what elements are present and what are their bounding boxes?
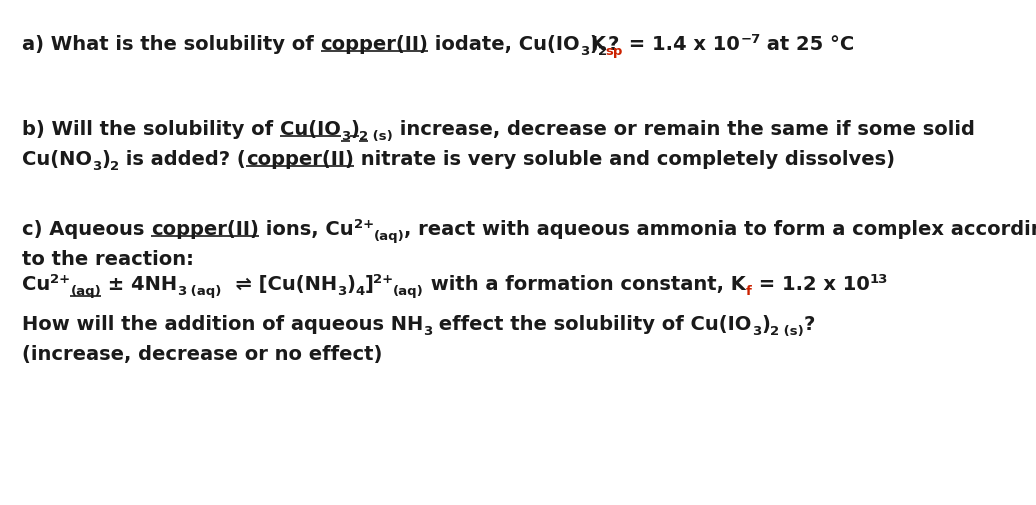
Text: a) What is the solubility of: a) What is the solubility of — [22, 35, 320, 54]
Text: effect the solubility of Cu(IO: effect the solubility of Cu(IO — [432, 315, 752, 333]
Text: (aq): (aq) — [394, 284, 424, 297]
Text: f: f — [746, 284, 752, 297]
Text: 3: 3 — [752, 324, 761, 337]
Text: to the reaction:: to the reaction: — [22, 249, 194, 269]
Text: 2: 2 — [770, 324, 779, 337]
Text: ?: ? — [804, 315, 815, 333]
Text: 3: 3 — [92, 160, 102, 173]
Text: Cu: Cu — [22, 274, 51, 293]
Text: (s): (s) — [779, 324, 804, 337]
Text: 2+: 2+ — [353, 218, 374, 231]
Text: 13: 13 — [869, 273, 888, 285]
Text: 2: 2 — [358, 130, 368, 143]
Text: b) Will the solubility of: b) Will the solubility of — [22, 120, 280, 139]
Text: (s): (s) — [368, 130, 393, 143]
Text: = 1.2 x 10: = 1.2 x 10 — [752, 274, 869, 293]
Text: −7: −7 — [740, 33, 760, 46]
Text: ± 4NH: ± 4NH — [102, 274, 177, 293]
Text: ions, Cu: ions, Cu — [259, 220, 353, 238]
Text: at 25 °C: at 25 °C — [760, 35, 855, 54]
Text: K: K — [589, 35, 605, 54]
Text: c) Aqueous: c) Aqueous — [22, 220, 151, 238]
Text: iodate, Cu(IO: iodate, Cu(IO — [428, 35, 580, 54]
Text: 3: 3 — [424, 324, 432, 337]
Text: ): ) — [102, 149, 110, 169]
Text: , react with aqueous ammonia to form a complex according: , react with aqueous ammonia to form a c… — [404, 220, 1036, 238]
Text: ): ) — [346, 274, 355, 293]
Text: (aq): (aq) — [374, 230, 404, 242]
Text: is added? (: is added? ( — [119, 149, 246, 169]
Text: sp: sp — [605, 45, 623, 58]
Text: ): ) — [589, 35, 598, 54]
Text: (increase, decrease or no effect): (increase, decrease or no effect) — [22, 344, 382, 363]
Text: (aq): (aq) — [186, 284, 222, 297]
Text: 3: 3 — [177, 284, 186, 297]
Text: ): ) — [761, 315, 770, 333]
Text: = 1.4 x 10: = 1.4 x 10 — [623, 35, 740, 54]
Text: 3: 3 — [341, 130, 350, 143]
Text: nitrate is very soluble and completely dissolves): nitrate is very soluble and completely d… — [354, 149, 895, 169]
Text: How will the addition of aqueous NH: How will the addition of aqueous NH — [22, 315, 424, 333]
Text: 2: 2 — [598, 45, 607, 58]
Text: ]: ] — [365, 274, 373, 293]
Text: copper(II): copper(II) — [246, 149, 354, 169]
Text: ): ) — [350, 120, 358, 139]
Text: ⇌ [Cu(NH: ⇌ [Cu(NH — [222, 274, 337, 293]
Text: with a formation constant, K: with a formation constant, K — [424, 274, 746, 293]
Text: increase, decrease or remain the same if some solid: increase, decrease or remain the same if… — [393, 120, 975, 139]
Text: 2: 2 — [110, 160, 119, 173]
Text: Cu(NO: Cu(NO — [22, 149, 92, 169]
Text: Cu(IO: Cu(IO — [280, 120, 341, 139]
Text: ?: ? — [607, 35, 618, 54]
Text: 3: 3 — [580, 45, 589, 58]
Text: 2+: 2+ — [373, 273, 394, 285]
Text: 4: 4 — [355, 284, 365, 297]
Text: copper(II): copper(II) — [320, 35, 428, 54]
Text: 2+: 2+ — [51, 273, 70, 285]
Text: 3: 3 — [337, 284, 346, 297]
Text: copper(II): copper(II) — [151, 220, 259, 238]
Text: (aq): (aq) — [70, 284, 102, 297]
